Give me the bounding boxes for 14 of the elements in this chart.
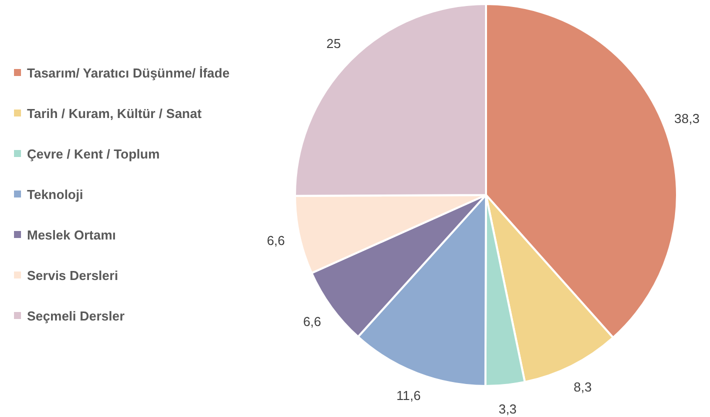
legend-label: Çevre / Kent / Toplum	[27, 146, 160, 162]
legend-label: Tarih / Kuram, Kültür / Sanat	[27, 106, 202, 122]
legend-label: Tasarım/ Yaratıcı Düşünme/ İfade	[27, 66, 230, 81]
data-label: 6,6	[266, 232, 285, 248]
data-label: 11,6	[396, 388, 421, 404]
legend-label: Meslek Ortamı	[27, 228, 116, 243]
data-label: 6,6	[303, 314, 322, 329]
data-label: 8,3	[574, 380, 592, 395]
data-label: 25	[326, 36, 341, 51]
data-label: 38,3	[674, 111, 700, 126]
data-label: 3,3	[498, 401, 517, 416]
legend-label: Seçmeli Dersler	[27, 308, 125, 324]
legend-label: Teknoloji	[27, 187, 84, 202]
legend-label: Servis Dersleri	[27, 268, 118, 284]
